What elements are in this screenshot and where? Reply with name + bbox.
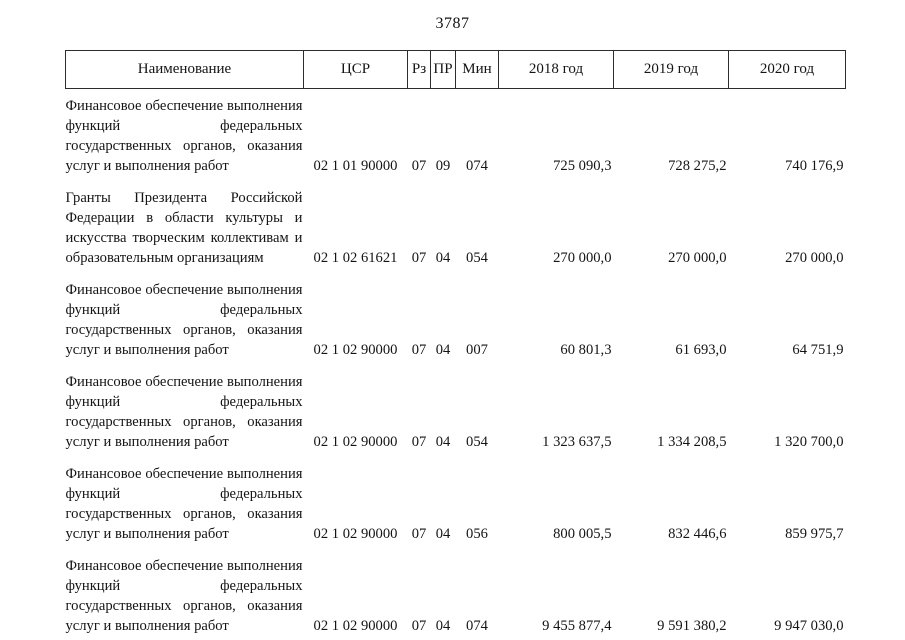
table-row: Финансовое обеспечение выполнения функци…	[66, 268, 846, 360]
row-2019-value: 1 334 208,5	[657, 434, 727, 450]
col-header-name: Наименование	[65, 50, 304, 89]
row-name: Финансовое обеспечение выполнения функци…	[65, 374, 303, 450]
row-rz-code: 07	[411, 342, 427, 358]
row-2020-value: 9 947 030,0	[774, 618, 844, 634]
row-2019-value: 9 591 380,2	[657, 618, 727, 634]
col-header-csr: ЦСР	[303, 50, 408, 89]
table-row: Финансовое обеспечение выполнения функци…	[66, 89, 846, 177]
page-number: 3787	[435, 15, 470, 32]
row-name: Финансовое обеспечение выполнения функци…	[65, 466, 303, 542]
row-pr-code: 04	[435, 434, 451, 450]
row-csr-code: 02 1 02 90000	[313, 526, 398, 542]
row-2020-value: 64 751,9	[792, 342, 844, 358]
row-pr-code: 04	[435, 618, 451, 634]
col-header-2018: 2018 год	[498, 50, 614, 89]
col-header-min: Мин	[455, 50, 499, 89]
row-pr-code: 04	[435, 250, 451, 266]
row-rz-code: 07	[411, 250, 427, 266]
row-name: Финансовое обеспечение выполнения функци…	[65, 282, 303, 358]
row-min-code: 007	[466, 342, 488, 358]
row-2019-value: 270 000,0	[668, 250, 727, 266]
row-csr-code: 02 1 02 90000	[313, 618, 398, 634]
row-2019-value: 61 693,0	[675, 342, 727, 358]
row-min-code: 056	[466, 526, 488, 542]
row-name: Финансовое обеспечение выполнения функци…	[65, 98, 303, 174]
row-csr-code: 02 1 02 90000	[313, 342, 398, 358]
row-csr-code: 02 1 02 90000	[313, 434, 398, 450]
row-name: Финансовое обеспечение выполнения функци…	[65, 558, 303, 634]
row-2019-value: 832 446,6	[668, 526, 727, 542]
table-header: Наименование ЦСР Рз ПР Мин 2018 год 2019…	[65, 50, 846, 89]
row-min-code: 054	[466, 434, 488, 450]
row-2020-value: 740 176,9	[785, 158, 844, 174]
table-row: Финансовое обеспечение выполнения функци…	[66, 544, 846, 636]
row-name: Гранты Президента Российской Федерации в…	[65, 190, 303, 266]
row-2018-value: 725 090,3	[553, 158, 612, 174]
row-2018-value: 9 455 877,4	[542, 618, 612, 634]
row-2019-value: 728 275,2	[668, 158, 727, 174]
row-2018-value: 270 000,0	[553, 250, 612, 266]
row-pr-code: 09	[435, 158, 451, 174]
row-2020-value: 859 975,7	[785, 526, 844, 542]
row-2018-value: 60 801,3	[560, 342, 612, 358]
row-2018-value: 1 323 637,5	[542, 434, 612, 450]
row-pr-code: 04	[435, 342, 451, 358]
row-csr-code: 02 1 01 90000	[313, 158, 398, 174]
col-header-pr: ПР	[430, 50, 456, 89]
row-rz-code: 07	[411, 526, 427, 542]
row-rz-code: 07	[411, 158, 427, 174]
col-header-2020: 2020 год	[728, 50, 846, 89]
table-row: Финансовое обеспечение выполнения функци…	[66, 452, 846, 544]
table-row: Финансовое обеспечение выполнения функци…	[66, 360, 846, 452]
table-row: Гранты Президента Российской Федерации в…	[66, 176, 846, 268]
row-rz-code: 07	[411, 434, 427, 450]
table-header-row: Наименование ЦСР Рз ПР Мин 2018 год 2019…	[65, 50, 846, 89]
budget-table: Наименование ЦСР Рз ПР Мин 2018 год 2019…	[65, 50, 846, 636]
row-2020-value: 1 320 700,0	[774, 434, 844, 450]
row-2018-value: 800 005,5	[553, 526, 612, 542]
col-header-rz: Рз	[407, 50, 431, 89]
col-header-2019: 2019 год	[613, 50, 729, 89]
row-min-code: 074	[466, 158, 488, 174]
row-min-code: 054	[466, 250, 488, 266]
row-csr-code: 02 1 02 61621	[313, 250, 398, 266]
row-2020-value: 270 000,0	[785, 250, 844, 266]
row-rz-code: 07	[411, 618, 427, 634]
row-min-code: 074	[466, 618, 488, 634]
row-pr-code: 04	[435, 526, 451, 542]
table-body: Финансовое обеспечение выполнения функци…	[66, 89, 846, 637]
